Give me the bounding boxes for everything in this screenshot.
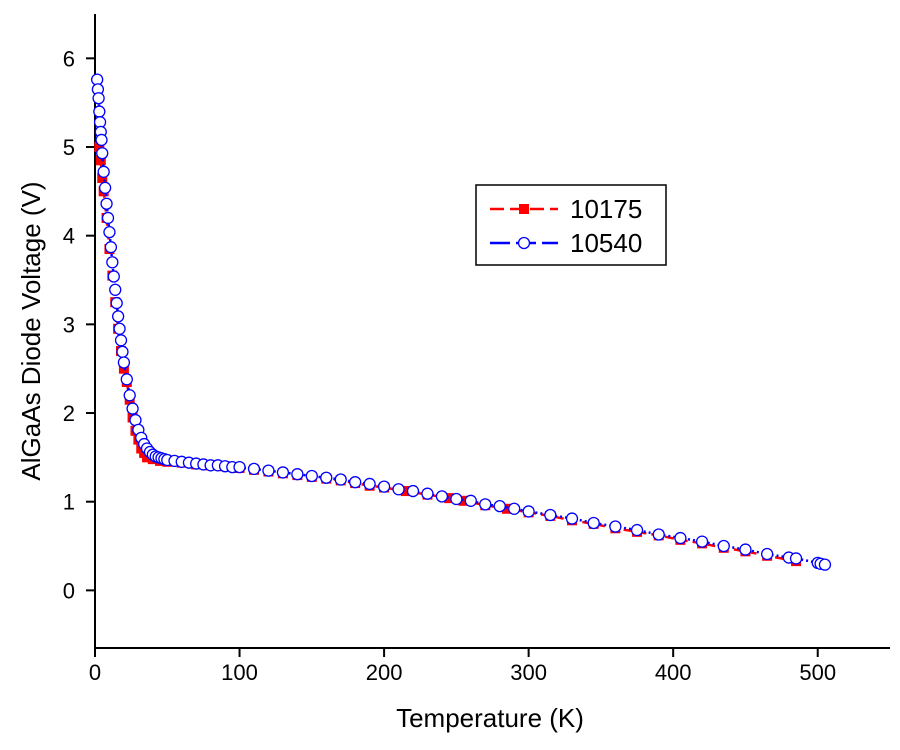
y-tick-label: 0 bbox=[63, 578, 75, 603]
data-point bbox=[114, 334, 128, 347]
x-tick-label: 500 bbox=[799, 660, 836, 685]
data-point bbox=[97, 165, 110, 178]
y-tick-label: 6 bbox=[63, 46, 75, 71]
data-point bbox=[117, 356, 131, 369]
series-line bbox=[95, 79, 826, 566]
data-point bbox=[501, 503, 512, 514]
data-point bbox=[320, 471, 333, 484]
data-point bbox=[630, 523, 644, 537]
data-point bbox=[96, 147, 109, 160]
data-point bbox=[739, 543, 752, 556]
data-point bbox=[116, 345, 129, 358]
data-point bbox=[100, 197, 113, 210]
data-point bbox=[126, 402, 139, 415]
data-point bbox=[544, 508, 557, 522]
data-point bbox=[98, 181, 112, 194]
x-tick-label: 100 bbox=[221, 660, 258, 685]
data-point bbox=[247, 462, 261, 476]
data-point bbox=[110, 296, 123, 310]
data-point bbox=[406, 484, 420, 498]
data-point bbox=[760, 547, 774, 561]
data-point bbox=[377, 480, 391, 493]
data-point bbox=[123, 389, 136, 402]
y-tick-label: 5 bbox=[63, 135, 75, 160]
y-tick-label: 4 bbox=[63, 224, 75, 249]
data-point bbox=[106, 256, 119, 269]
x-tick-label: 400 bbox=[655, 660, 692, 685]
data-point bbox=[392, 483, 405, 496]
data-point bbox=[94, 142, 105, 153]
data-point bbox=[587, 516, 600, 530]
data-point bbox=[789, 552, 803, 565]
data-point bbox=[349, 476, 362, 489]
data-point bbox=[464, 494, 477, 507]
data-point bbox=[519, 204, 529, 214]
data-point bbox=[717, 539, 730, 553]
data-point bbox=[103, 225, 116, 239]
data-point bbox=[363, 477, 376, 491]
data-point bbox=[305, 469, 318, 483]
x-axis-label: Temperature (K) bbox=[396, 703, 584, 733]
y-tick-label: 1 bbox=[63, 490, 75, 515]
data-point bbox=[609, 520, 622, 533]
data-point bbox=[101, 211, 115, 225]
data-point bbox=[517, 236, 531, 250]
data-point bbox=[120, 373, 133, 386]
data-point bbox=[233, 460, 246, 474]
data-point bbox=[479, 498, 492, 511]
legend-label: 10175 bbox=[570, 194, 642, 224]
y-tick-label: 2 bbox=[63, 401, 75, 426]
data-point bbox=[565, 512, 579, 525]
data-point bbox=[92, 92, 105, 105]
data-point bbox=[818, 558, 832, 571]
data-point bbox=[111, 310, 125, 323]
data-point bbox=[104, 241, 118, 254]
data-point bbox=[334, 473, 347, 486]
data-point bbox=[400, 486, 411, 497]
data-point bbox=[458, 495, 469, 506]
legend-label: 10540 bbox=[570, 228, 642, 258]
legend-box bbox=[475, 184, 667, 266]
data-point bbox=[652, 528, 665, 541]
y-axis-label: AlGaAs Diode Voltage (V) bbox=[16, 181, 46, 480]
data-point bbox=[435, 490, 449, 503]
data-point bbox=[262, 464, 275, 477]
data-point bbox=[95, 155, 106, 166]
data-point bbox=[421, 487, 434, 500]
data-point bbox=[444, 493, 455, 504]
data-point bbox=[493, 499, 506, 513]
data-point bbox=[113, 322, 126, 335]
data-point bbox=[107, 270, 120, 283]
x-tick-label: 0 bbox=[89, 660, 101, 685]
data-point bbox=[450, 492, 463, 506]
data-point bbox=[93, 105, 106, 118]
data-point bbox=[95, 133, 108, 147]
y-tick-label: 3 bbox=[63, 312, 75, 337]
data-point bbox=[276, 466, 290, 479]
x-tick-label: 300 bbox=[510, 660, 547, 685]
x-tick-label: 200 bbox=[366, 660, 403, 685]
data-point bbox=[97, 173, 108, 184]
data-point bbox=[695, 535, 709, 548]
data-point bbox=[291, 468, 304, 481]
data-point bbox=[508, 502, 521, 515]
data-point bbox=[522, 505, 535, 518]
data-point bbox=[674, 531, 687, 545]
data-point bbox=[109, 283, 122, 296]
